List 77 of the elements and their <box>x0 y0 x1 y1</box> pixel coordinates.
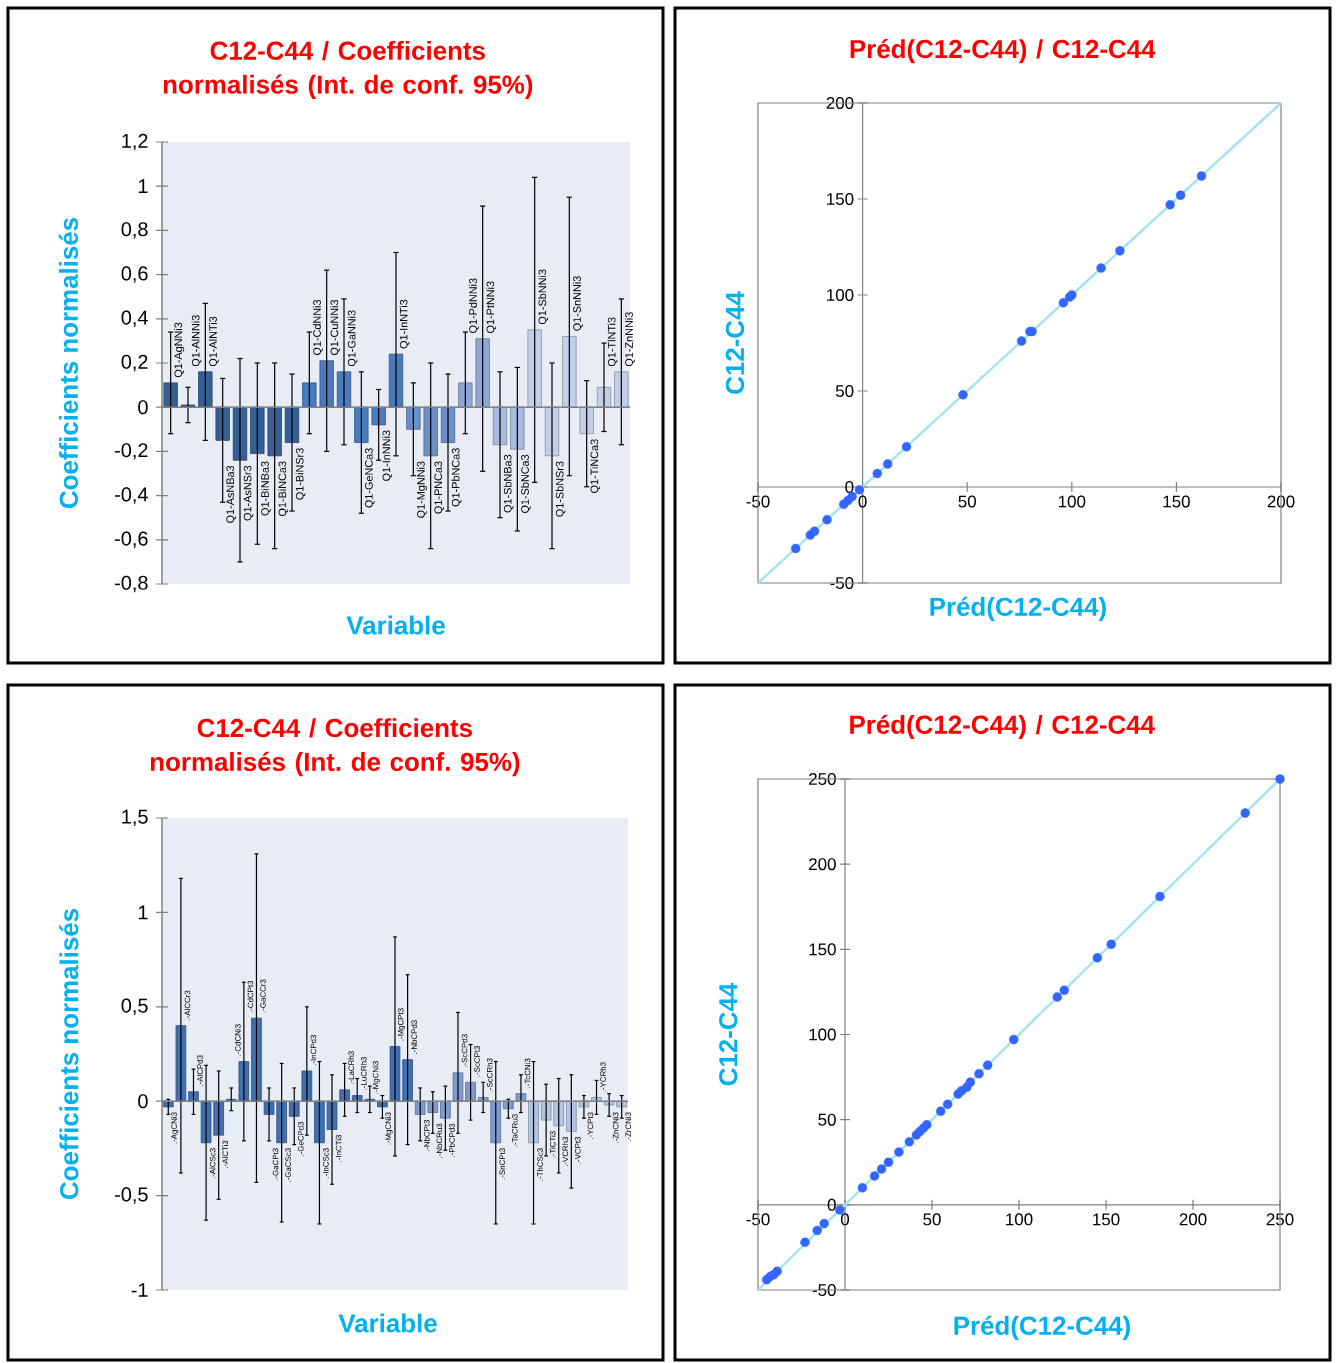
x-axis-title: Variable <box>346 615 445 635</box>
y-tick-label: -0,8 <box>115 575 148 593</box>
x-axis-title: Variable <box>338 1313 437 1333</box>
y-axis-title: C12-C44 <box>725 291 745 394</box>
x-tick-label: 250 <box>1266 1213 1294 1226</box>
y-tick-label: -50 <box>830 576 854 589</box>
x-tick-label: Q1-MgNNi3 <box>416 461 427 518</box>
x-tick-label: -50 <box>746 495 770 508</box>
y-tick-label: 200 <box>809 858 836 871</box>
y-tick-label: 50 <box>835 384 854 397</box>
y-tick-label: -50 <box>812 1284 836 1296</box>
y-tick-label: 0 <box>138 1094 148 1109</box>
y-tick-label: -0,4 <box>115 487 148 504</box>
y-tick-label: 0,6 <box>121 266 148 283</box>
x-tick-label: Q1-TlNTi3 <box>607 317 618 367</box>
chart-title: C12-C44 / Coefficients normalisés (Int. de conf. 95%) <box>150 718 520 777</box>
chart-title: Préd(C12-C44) / C12-C44 <box>850 714 1155 740</box>
y-tick-label: 1 <box>138 905 148 920</box>
x-tick-label: Q1-BiNCa3 <box>278 461 289 517</box>
y-tick-label: -0,2 <box>115 443 148 460</box>
chart-title: C12-C44 / Coefficients normalisés (Int. de conf. 95%) <box>163 40 533 99</box>
y-tick-label: 0 <box>138 400 148 415</box>
x-tick-label: Q1-AsNSr3 <box>243 465 254 521</box>
x-tick-label: 50 <box>958 495 976 508</box>
y-tick-label: -1 <box>131 1283 148 1297</box>
y-tick-label: 250 <box>809 773 836 785</box>
y-tick-label: -0,5 <box>115 1187 148 1204</box>
x-tick-label: Q1-AlNTi3 <box>208 316 219 367</box>
y-tick-label: 150 <box>827 192 854 205</box>
x-tick-label: Q1-PbNCa3 <box>451 448 462 507</box>
y-axis-title: Coefficients normalisés <box>59 908 79 1200</box>
chart-title: Préd(C12-C44) / C12-C44 <box>850 38 1156 64</box>
x-tick-label: 150 <box>1093 1213 1120 1226</box>
x-tick-label: Q1-AsNBa3 <box>226 465 236 523</box>
y-tick-label: 1,5 <box>122 809 148 827</box>
x-tick-label: Q1-SnNNi3 <box>572 276 583 331</box>
x-tick-label: Q1-ZnNNi3 <box>624 312 635 367</box>
x-axis-title: Préd(C12-C44) <box>930 596 1106 622</box>
y-tick-label: 0,4 <box>121 310 148 328</box>
x-tick-label: Q1-BiNBa3 <box>260 461 271 516</box>
x-tick-label: 50 <box>923 1213 941 1226</box>
y-tick-label: 1 <box>138 179 148 194</box>
y-tick-label: 0,8 <box>121 222 148 239</box>
x-tick-label: Q1-SbNSr3 <box>555 461 566 517</box>
y-tick-label: 1,2 <box>122 133 148 151</box>
y-tick-label: 150 <box>809 943 836 956</box>
x-tick-label: Q1-SbNBa3 <box>503 454 514 513</box>
x-tick-label: Q1-BiNSr3 <box>295 448 306 500</box>
x-axis-title: Préd(C12-C44) <box>954 1315 1130 1340</box>
x-tick-label: Q1-PNCa3 <box>434 461 444 514</box>
x-tick-label: 0 <box>858 495 867 508</box>
x-tick-label: 100 <box>1006 1213 1033 1226</box>
x-tick-label: Q1-SbNNi3 <box>538 269 549 325</box>
x-tick-label: Q1-AgNNi3 <box>174 322 185 378</box>
x-tick-label: Q1-PdNNi3 <box>468 278 479 333</box>
y-tick-label: -0,6 <box>115 531 148 549</box>
y-tick-label: 200 <box>826 96 854 109</box>
x-tick-label: 200 <box>1267 495 1295 508</box>
x-tick-label: 150 <box>1163 495 1190 508</box>
x-tick-label: 200 <box>1179 1213 1207 1226</box>
x-tick-label: Q1-InNNi3 <box>382 430 393 481</box>
x-tick-label: -50 <box>746 1213 770 1226</box>
x-tick-label: Q1-AlNNi3 <box>191 315 202 367</box>
x-tick-label: 100 <box>1058 495 1086 508</box>
x-tick-label: Q1-InNTi3 <box>399 299 410 349</box>
x-tick-label: Q1-GeNCa3 <box>365 448 375 508</box>
x-tick-label: Q1-TiNCa3 <box>590 439 601 493</box>
x-tick-label: Q1-CdNNi3 <box>312 299 323 356</box>
y-tick-label: 0 <box>827 1198 836 1211</box>
y-axis-title: Coefficients normalisés <box>58 217 79 509</box>
x-tick-label: Q1-GaNNi3 <box>347 310 358 367</box>
x-tick-label: Q1-PtNNi3 <box>486 281 497 333</box>
x-tick-label: Q1-SbNCa3 <box>520 454 531 514</box>
y-axis-title: C12-C44 <box>719 982 738 1086</box>
y-tick-label: 0,2 <box>121 354 148 372</box>
y-tick-label: 0,5 <box>121 998 148 1016</box>
x-tick-label: Q1-CuNNi3 <box>330 299 341 356</box>
